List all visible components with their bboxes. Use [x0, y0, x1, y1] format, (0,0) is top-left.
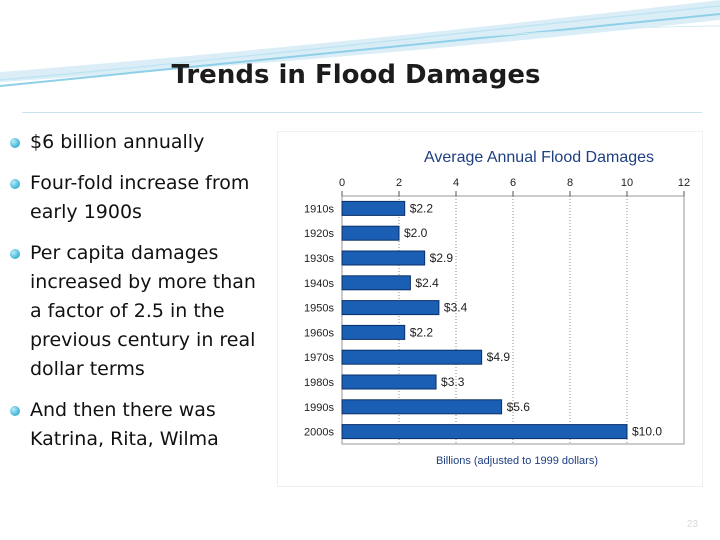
category-label: 1920s	[304, 228, 334, 240]
category-label: 2000s	[304, 427, 334, 439]
bullet-item: Per capita damages increased by more tha…	[8, 239, 270, 384]
bullet-text: Four-fold increase from early 1900s	[30, 172, 250, 223]
bullet-item: Four-fold increase from early 1900s	[8, 169, 270, 227]
bar	[341, 300, 440, 316]
category-label: 1930s	[304, 253, 334, 265]
bullet-item: And then there was Katrina, Rita, Wilma	[8, 396, 270, 454]
data-label: $10.0	[632, 425, 662, 439]
flood-damage-chart: Average Annual Flood Damages 0 2 4 6 8 10 12 191…	[304, 149, 690, 467]
x-tick-label: 6	[510, 177, 516, 189]
data-label: $2.0	[404, 226, 428, 240]
category-label: 1940s	[304, 278, 334, 290]
bullet-icon	[10, 406, 20, 416]
bullet-item: $6 billion annually	[8, 128, 270, 157]
bullet-text: And then there was Katrina, Rita, Wilma	[30, 399, 219, 450]
x-tick-label: 2	[396, 177, 402, 189]
category-label: 1960s	[304, 327, 334, 339]
x-tick-label: 8	[567, 177, 573, 189]
x-axis-label: Billions (adjusted to 1999 dollars)	[436, 455, 598, 467]
slide-title: Trends in Flood Damages	[171, 60, 541, 90]
data-label: $2.2	[410, 325, 434, 339]
x-tick-label: 12	[678, 177, 690, 189]
category-label: 1990s	[304, 402, 334, 414]
bar	[341, 374, 437, 390]
data-label: $2.2	[410, 201, 434, 215]
chart-title: Average Annual Flood Damages	[424, 149, 654, 166]
decorative-swoosh	[0, 0, 720, 87]
x-tick-label: 4	[453, 177, 459, 189]
bar	[341, 399, 503, 415]
bullet-icon	[10, 179, 20, 189]
data-label: $3.4	[444, 301, 468, 315]
category-label: 1970s	[304, 352, 334, 364]
data-label: $4.9	[487, 350, 511, 364]
bullet-list: $6 billion annually Four-fold increase f…	[8, 128, 270, 466]
bar	[341, 225, 400, 241]
x-tick-label: 10	[621, 177, 633, 189]
page-number: 23	[686, 519, 698, 530]
data-label: $2.9	[430, 251, 454, 265]
chart-panel: Average Annual Flood Damages 0 2 4 6 8 10 12 191…	[278, 132, 702, 486]
title-divider	[22, 112, 702, 113]
bar	[341, 200, 406, 216]
bar	[341, 424, 628, 440]
bullet-icon	[10, 138, 20, 148]
bullet-text: $6 billion annually	[30, 131, 205, 153]
category-label: 1980s	[304, 377, 334, 389]
bar	[341, 349, 483, 365]
category-label: 1950s	[304, 303, 334, 315]
x-tick-label: 0	[339, 177, 345, 189]
bar	[341, 324, 406, 340]
data-label: $5.6	[507, 400, 531, 414]
bullet-icon	[10, 249, 20, 259]
bar	[341, 250, 426, 266]
data-label: $2.4	[415, 276, 439, 290]
category-label: 1910s	[304, 203, 334, 215]
bar	[341, 275, 411, 291]
bullet-text: Per capita damages increased by more tha…	[30, 242, 256, 380]
data-label: $3.3	[441, 375, 465, 389]
